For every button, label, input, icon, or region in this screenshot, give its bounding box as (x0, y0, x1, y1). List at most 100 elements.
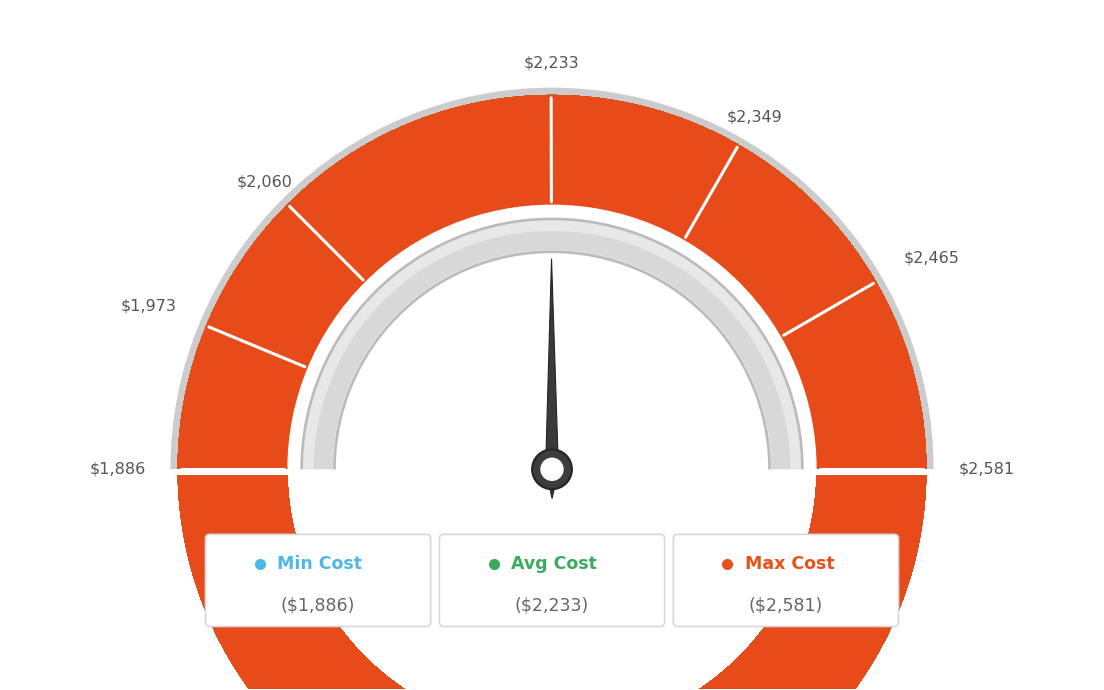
Wedge shape (178, 95, 926, 690)
Wedge shape (178, 95, 926, 690)
Wedge shape (178, 95, 926, 690)
Wedge shape (178, 95, 926, 690)
Wedge shape (178, 95, 926, 690)
Wedge shape (178, 95, 926, 690)
Wedge shape (178, 95, 926, 690)
Wedge shape (178, 95, 926, 690)
Wedge shape (178, 95, 926, 690)
Wedge shape (178, 95, 926, 690)
Wedge shape (178, 95, 926, 690)
Wedge shape (178, 95, 926, 690)
Wedge shape (178, 95, 926, 690)
Wedge shape (178, 95, 926, 690)
Wedge shape (178, 95, 926, 690)
Wedge shape (178, 95, 926, 690)
Wedge shape (178, 95, 926, 690)
Wedge shape (178, 95, 926, 690)
Wedge shape (178, 95, 926, 690)
Wedge shape (178, 95, 926, 690)
Wedge shape (178, 95, 926, 690)
Wedge shape (178, 95, 926, 690)
Wedge shape (178, 95, 926, 690)
Wedge shape (304, 221, 800, 469)
Wedge shape (178, 95, 926, 690)
Wedge shape (178, 95, 926, 690)
Wedge shape (178, 95, 926, 690)
Wedge shape (178, 95, 926, 690)
Wedge shape (178, 95, 926, 690)
Wedge shape (178, 95, 926, 690)
Wedge shape (178, 95, 926, 690)
Wedge shape (178, 95, 926, 690)
Wedge shape (178, 95, 926, 690)
Wedge shape (178, 95, 926, 690)
Wedge shape (178, 95, 926, 690)
Wedge shape (178, 95, 926, 690)
Wedge shape (178, 95, 926, 690)
Wedge shape (178, 95, 926, 690)
Wedge shape (178, 95, 926, 690)
Wedge shape (178, 95, 926, 690)
Wedge shape (178, 95, 926, 690)
Wedge shape (178, 95, 926, 690)
Wedge shape (178, 95, 926, 690)
Wedge shape (178, 95, 926, 690)
Wedge shape (178, 95, 926, 690)
Wedge shape (178, 95, 926, 690)
Wedge shape (178, 95, 926, 690)
Wedge shape (178, 95, 926, 690)
Wedge shape (178, 95, 926, 690)
Wedge shape (178, 95, 926, 690)
Wedge shape (178, 95, 926, 690)
Wedge shape (178, 95, 926, 690)
Wedge shape (178, 95, 926, 690)
Wedge shape (178, 95, 926, 690)
Wedge shape (287, 205, 817, 469)
Wedge shape (178, 95, 926, 690)
Wedge shape (178, 95, 926, 690)
Wedge shape (178, 95, 926, 690)
Wedge shape (178, 95, 926, 690)
Wedge shape (170, 88, 934, 469)
Wedge shape (178, 95, 926, 690)
Wedge shape (178, 95, 926, 690)
Wedge shape (178, 95, 926, 690)
Wedge shape (178, 95, 926, 690)
Wedge shape (304, 221, 800, 469)
Wedge shape (178, 95, 926, 690)
Wedge shape (178, 95, 926, 690)
Wedge shape (178, 95, 926, 690)
Wedge shape (178, 95, 926, 690)
Wedge shape (178, 95, 926, 690)
Wedge shape (178, 95, 926, 690)
Wedge shape (178, 95, 926, 690)
Wedge shape (178, 95, 926, 690)
Wedge shape (178, 95, 926, 690)
Wedge shape (178, 95, 926, 690)
Wedge shape (178, 95, 926, 690)
Wedge shape (178, 95, 926, 690)
Wedge shape (178, 95, 926, 690)
Wedge shape (178, 95, 926, 690)
Wedge shape (178, 95, 926, 690)
Wedge shape (178, 95, 926, 690)
Wedge shape (178, 95, 926, 690)
Wedge shape (178, 95, 926, 690)
Wedge shape (178, 95, 926, 690)
Wedge shape (178, 95, 926, 690)
Wedge shape (178, 95, 926, 690)
Wedge shape (178, 95, 926, 690)
Wedge shape (178, 95, 926, 690)
Wedge shape (178, 95, 926, 690)
Text: Min Cost: Min Cost (277, 555, 362, 573)
Wedge shape (178, 95, 926, 690)
Wedge shape (178, 95, 926, 690)
Wedge shape (178, 95, 926, 690)
Wedge shape (178, 95, 926, 690)
Wedge shape (178, 95, 926, 690)
Wedge shape (178, 95, 926, 690)
Wedge shape (178, 95, 926, 690)
Wedge shape (178, 95, 926, 690)
Wedge shape (178, 95, 926, 690)
Wedge shape (178, 95, 926, 690)
